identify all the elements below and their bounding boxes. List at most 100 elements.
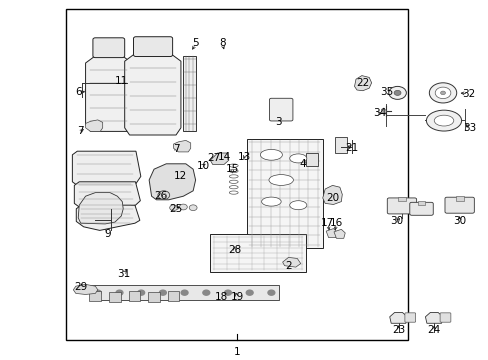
Text: 30: 30: [390, 216, 403, 226]
Text: 7: 7: [172, 144, 179, 154]
Ellipse shape: [268, 175, 293, 185]
Text: 28: 28: [227, 245, 241, 255]
Circle shape: [440, 91, 445, 95]
Polygon shape: [78, 193, 123, 224]
Text: 26: 26: [154, 191, 168, 201]
FancyBboxPatch shape: [386, 198, 416, 214]
Ellipse shape: [260, 149, 282, 160]
Circle shape: [434, 87, 450, 99]
Text: 24: 24: [427, 325, 440, 336]
Text: 7: 7: [77, 126, 84, 136]
Text: 12: 12: [174, 171, 187, 181]
Polygon shape: [333, 229, 345, 238]
Text: 23: 23: [391, 325, 405, 336]
Circle shape: [158, 191, 169, 199]
Polygon shape: [85, 120, 102, 131]
Text: 6: 6: [75, 87, 81, 97]
Circle shape: [159, 290, 166, 295]
Circle shape: [94, 290, 101, 295]
FancyBboxPatch shape: [269, 98, 292, 121]
Bar: [397, 197, 405, 201]
FancyBboxPatch shape: [133, 37, 172, 57]
Ellipse shape: [289, 201, 306, 210]
Text: 29: 29: [74, 282, 87, 292]
Circle shape: [181, 290, 187, 295]
Text: 13: 13: [237, 152, 251, 162]
Polygon shape: [72, 151, 141, 191]
Bar: [417, 201, 425, 205]
Polygon shape: [124, 54, 181, 135]
Bar: [183, 56, 195, 131]
Bar: [128, 291, 140, 301]
Circle shape: [224, 290, 231, 295]
Text: 25: 25: [169, 204, 183, 214]
Ellipse shape: [289, 154, 306, 163]
Text: 31: 31: [117, 269, 130, 279]
Text: 5: 5: [192, 38, 199, 48]
Bar: [167, 291, 179, 301]
Text: 27: 27: [207, 153, 221, 163]
Circle shape: [116, 290, 122, 295]
Bar: [109, 292, 121, 302]
Polygon shape: [381, 108, 386, 114]
Text: 34: 34: [372, 108, 386, 118]
Polygon shape: [173, 140, 190, 152]
Polygon shape: [74, 182, 140, 212]
Bar: [66, 9, 407, 340]
Text: 16: 16: [329, 218, 343, 228]
Polygon shape: [325, 229, 337, 238]
Text: 1: 1: [233, 347, 240, 357]
Text: 33: 33: [462, 123, 475, 133]
Bar: [148, 292, 160, 302]
Text: 14: 14: [217, 152, 230, 162]
Text: 11: 11: [114, 76, 128, 86]
Bar: [89, 291, 101, 301]
Text: 20: 20: [325, 193, 338, 203]
Polygon shape: [73, 284, 98, 294]
FancyBboxPatch shape: [409, 202, 432, 215]
Circle shape: [428, 83, 456, 103]
Polygon shape: [76, 205, 140, 230]
Text: 30: 30: [452, 216, 465, 226]
Circle shape: [267, 290, 274, 295]
Circle shape: [203, 290, 209, 295]
Bar: [334, 137, 346, 153]
Polygon shape: [354, 76, 371, 91]
Text: 22: 22: [355, 78, 369, 88]
Polygon shape: [389, 312, 407, 323]
Circle shape: [246, 290, 253, 295]
FancyBboxPatch shape: [93, 38, 124, 58]
Bar: [305, 153, 317, 166]
Ellipse shape: [261, 197, 281, 206]
Circle shape: [393, 90, 400, 95]
Text: 32: 32: [461, 89, 474, 99]
Circle shape: [169, 205, 177, 211]
Text: 19: 19: [230, 292, 244, 302]
Text: 4: 4: [299, 159, 306, 169]
Circle shape: [189, 205, 197, 211]
Text: 15: 15: [225, 164, 239, 174]
Circle shape: [388, 86, 406, 99]
Text: 21: 21: [345, 143, 358, 153]
FancyBboxPatch shape: [439, 313, 450, 322]
Polygon shape: [210, 153, 228, 165]
Text: 17: 17: [320, 218, 334, 228]
Polygon shape: [149, 164, 195, 200]
Ellipse shape: [426, 110, 461, 131]
Circle shape: [161, 193, 166, 197]
Bar: [455, 196, 463, 201]
FancyBboxPatch shape: [404, 313, 415, 322]
Text: 10: 10: [196, 161, 209, 171]
Polygon shape: [425, 312, 442, 323]
Ellipse shape: [433, 115, 453, 126]
Bar: [90, 285, 278, 300]
Circle shape: [179, 204, 187, 210]
FancyBboxPatch shape: [444, 197, 473, 213]
Text: 9: 9: [104, 229, 111, 239]
Text: 8: 8: [219, 38, 225, 48]
Text: 18: 18: [214, 292, 227, 302]
Bar: [210, 234, 305, 272]
Polygon shape: [85, 56, 132, 131]
Circle shape: [138, 290, 144, 295]
Text: 35: 35: [379, 87, 392, 97]
